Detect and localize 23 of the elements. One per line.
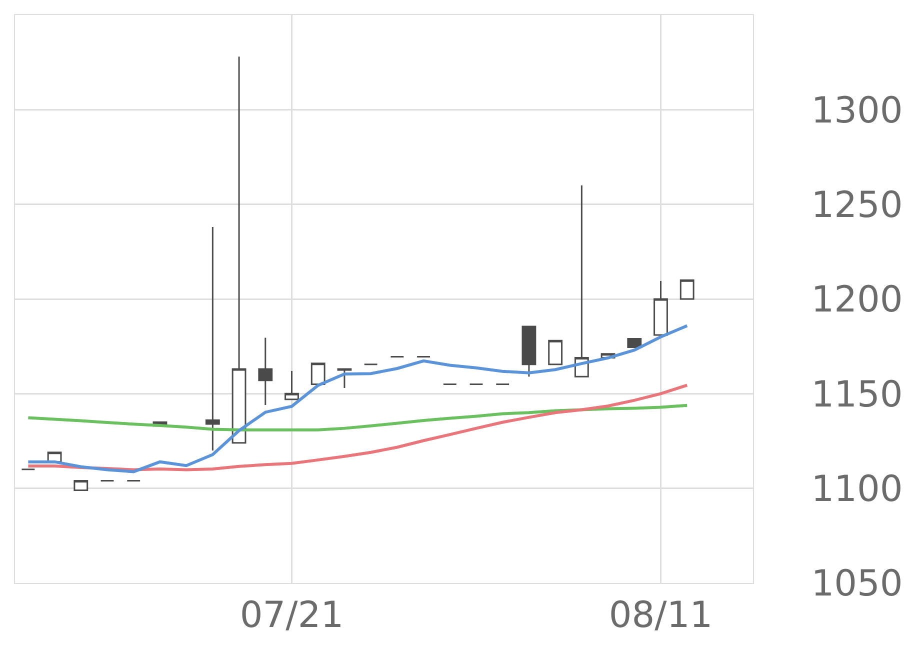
y-tick-label: 1250 [811,184,903,226]
line-series [26,324,689,474]
y-tick-label: 1050 [811,564,903,605]
candlestick [574,184,589,378]
y-tick-label: 1200 [811,280,903,321]
candlestick [74,480,88,491]
y-tick-label: 1150 [811,374,903,416]
x-tick-label: 08/11 [608,595,713,636]
candlestick [258,337,273,406]
y-tick-label: 1300 [811,90,903,132]
candlestick [284,370,299,400]
candlestick [337,368,352,389]
candlestick [522,326,536,378]
candlestick [232,56,246,444]
candlestick [310,362,326,385]
candlestick [680,279,694,300]
y-tick-label: 1100 [811,468,903,510]
candlestick [654,280,668,336]
x-tick-label: 07/21 [240,595,344,636]
line-series [26,404,689,432]
candlestick [205,226,220,452]
line-series [26,384,689,472]
candlestick [548,340,563,366]
